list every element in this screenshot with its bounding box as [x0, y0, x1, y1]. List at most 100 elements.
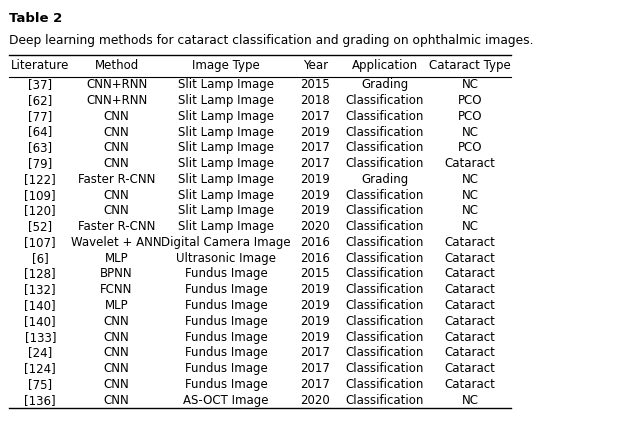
Text: Classification: Classification [346, 220, 424, 233]
Text: Classification: Classification [346, 126, 424, 139]
Text: NC: NC [461, 126, 479, 139]
Text: Cataract: Cataract [445, 315, 495, 328]
Text: 2017: 2017 [301, 378, 330, 391]
Text: 2020: 2020 [301, 394, 330, 407]
Text: [64]: [64] [28, 126, 52, 139]
Text: 2019: 2019 [301, 204, 330, 218]
Text: AS-OCT Image: AS-OCT Image [183, 394, 269, 407]
Text: NC: NC [461, 220, 479, 233]
Text: Slit Lamp Image: Slit Lamp Image [178, 78, 274, 91]
Text: [79]: [79] [28, 157, 52, 170]
Text: [77]: [77] [28, 110, 52, 123]
Text: PCO: PCO [458, 110, 483, 123]
Text: [120]: [120] [24, 204, 56, 218]
Text: Cataract: Cataract [445, 283, 495, 296]
Text: [75]: [75] [28, 378, 52, 391]
Text: Fundus Image: Fundus Image [184, 362, 268, 375]
Text: 2019: 2019 [301, 283, 330, 296]
Text: Slit Lamp Image: Slit Lamp Image [178, 204, 274, 218]
Text: Classification: Classification [346, 157, 424, 170]
Text: CNN: CNN [104, 189, 129, 202]
Text: Slit Lamp Image: Slit Lamp Image [178, 126, 274, 139]
Text: Classification: Classification [346, 94, 424, 107]
Text: Cataract: Cataract [445, 330, 495, 344]
Text: CNN: CNN [104, 126, 129, 139]
Text: CNN: CNN [104, 362, 129, 375]
Text: [124]: [124] [24, 362, 56, 375]
Text: CNN: CNN [104, 110, 129, 123]
Text: 2019: 2019 [301, 173, 330, 186]
Text: Slit Lamp Image: Slit Lamp Image [178, 141, 274, 154]
Text: Classification: Classification [346, 236, 424, 249]
Text: CNN: CNN [104, 315, 129, 328]
Text: Classification: Classification [346, 346, 424, 360]
Text: 2018: 2018 [301, 94, 330, 107]
Text: Classification: Classification [346, 362, 424, 375]
Text: Grading: Grading [361, 78, 408, 91]
Text: [140]: [140] [24, 315, 56, 328]
Text: Classification: Classification [346, 252, 424, 265]
Text: Classification: Classification [346, 283, 424, 296]
Text: Wavelet + ANN: Wavelet + ANN [71, 236, 162, 249]
Text: Fundus Image: Fundus Image [184, 267, 268, 281]
Text: Grading: Grading [361, 173, 408, 186]
Text: Classification: Classification [346, 378, 424, 391]
Text: [107]: [107] [24, 236, 56, 249]
Text: 2016: 2016 [301, 236, 330, 249]
Text: [6]: [6] [32, 252, 49, 265]
Text: Classification: Classification [346, 141, 424, 154]
Text: Cataract: Cataract [445, 362, 495, 375]
Text: CNN: CNN [104, 378, 129, 391]
Text: Method: Method [94, 59, 139, 72]
Text: 2019: 2019 [301, 126, 330, 139]
Text: 2019: 2019 [301, 299, 330, 312]
Text: Cataract: Cataract [445, 236, 495, 249]
Text: Image Type: Image Type [192, 59, 260, 72]
Text: CNN+RNN: CNN+RNN [86, 78, 147, 91]
Text: Classification: Classification [346, 315, 424, 328]
Text: Literature: Literature [11, 59, 70, 72]
Text: Fundus Image: Fundus Image [184, 346, 268, 360]
Text: [140]: [140] [24, 299, 56, 312]
Text: FCNN: FCNN [100, 283, 132, 296]
Text: NC: NC [461, 394, 479, 407]
Text: [128]: [128] [24, 267, 56, 281]
Text: CNN: CNN [104, 204, 129, 218]
Text: Slit Lamp Image: Slit Lamp Image [178, 189, 274, 202]
Text: 2017: 2017 [301, 362, 330, 375]
Text: Cataract: Cataract [445, 346, 495, 360]
Text: NC: NC [461, 173, 479, 186]
Text: [24]: [24] [28, 346, 52, 360]
Text: Application: Application [352, 59, 418, 72]
Text: Classification: Classification [346, 189, 424, 202]
Text: [63]: [63] [28, 141, 52, 154]
Text: Fundus Image: Fundus Image [184, 315, 268, 328]
Text: Slit Lamp Image: Slit Lamp Image [178, 220, 274, 233]
Text: Slit Lamp Image: Slit Lamp Image [178, 157, 274, 170]
Text: 2015: 2015 [301, 78, 330, 91]
Text: Slit Lamp Image: Slit Lamp Image [178, 110, 274, 123]
Text: Classification: Classification [346, 267, 424, 281]
Text: PCO: PCO [458, 141, 483, 154]
Text: CNN: CNN [104, 394, 129, 407]
Text: MLP: MLP [105, 299, 129, 312]
Text: 2015: 2015 [301, 267, 330, 281]
Text: NC: NC [461, 78, 479, 91]
Text: Cataract: Cataract [445, 299, 495, 312]
Text: Digital Camera Image: Digital Camera Image [161, 236, 291, 249]
Text: MLP: MLP [105, 252, 129, 265]
Text: Fundus Image: Fundus Image [184, 378, 268, 391]
Text: CNN: CNN [104, 346, 129, 360]
Text: Faster R-CNN: Faster R-CNN [78, 220, 156, 233]
Text: Classification: Classification [346, 110, 424, 123]
Text: Cataract: Cataract [445, 267, 495, 281]
Text: 2019: 2019 [301, 330, 330, 344]
Text: Fundus Image: Fundus Image [184, 330, 268, 344]
Text: Ultrasonic Image: Ultrasonic Image [176, 252, 276, 265]
Text: CNN+RNN: CNN+RNN [86, 94, 147, 107]
Text: CNN: CNN [104, 141, 129, 154]
Text: Cataract: Cataract [445, 252, 495, 265]
Text: Cataract: Cataract [445, 157, 495, 170]
Text: 2016: 2016 [301, 252, 330, 265]
Text: [62]: [62] [28, 94, 52, 107]
